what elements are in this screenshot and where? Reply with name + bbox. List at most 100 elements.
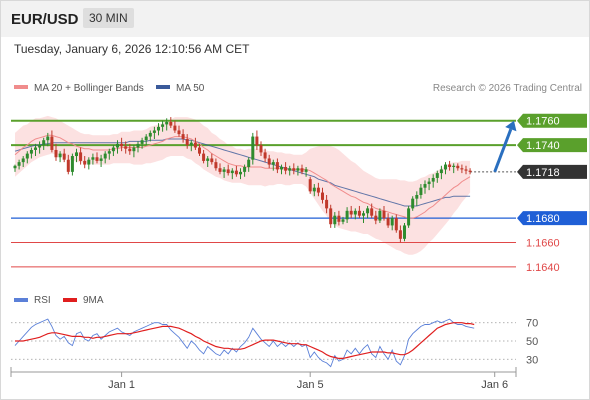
- candle-body: [349, 210, 353, 215]
- candle-body: [251, 136, 255, 160]
- candle-body: [99, 158, 103, 161]
- rsi-level-label: 30: [526, 354, 538, 366]
- candle-body: [185, 139, 189, 146]
- candle-body: [263, 152, 267, 159]
- pivot-tag-shape: [517, 211, 587, 226]
- candle-body: [79, 152, 83, 161]
- candle-body: [407, 208, 411, 226]
- candle-body: [157, 126, 160, 131]
- candle-body: [21, 158, 25, 163]
- candle-body: [431, 177, 435, 182]
- candle-body: [103, 153, 107, 159]
- candle-body: [304, 169, 308, 172]
- candle-body: [448, 164, 452, 167]
- candle-body: [17, 162, 21, 166]
- candle-body: [444, 164, 447, 170]
- candle-body: [259, 145, 263, 153]
- candle-body: [226, 169, 230, 174]
- candle-body: [42, 140, 46, 146]
- candle-body: [177, 130, 181, 135]
- ma50-legend-swatch: [156, 85, 170, 89]
- ma50-line: [14, 138, 471, 207]
- candle-body: [120, 143, 124, 147]
- candle-body: [255, 136, 259, 146]
- candle-body: [439, 169, 443, 174]
- candle-body: [357, 210, 361, 216]
- resistance-tag-shape: [517, 138, 587, 153]
- candle-body: [148, 132, 152, 137]
- candle-body: [13, 165, 17, 169]
- candle-body: [452, 165, 456, 167]
- resistance-tag-label: 1.1740: [526, 140, 560, 152]
- candle-body: [419, 187, 423, 195]
- candle-body: [230, 170, 234, 174]
- header-bar: EUR/USD 30 MIN: [1, 1, 589, 37]
- rsi-level-label: 50: [526, 336, 538, 348]
- candle-body: [468, 170, 472, 172]
- candle-body: [198, 147, 201, 154]
- candle-body: [124, 146, 128, 149]
- candle-body: [267, 158, 271, 165]
- resistance-tag-label: 1.1760: [526, 116, 560, 128]
- time-tick-label: Jan 1: [108, 379, 135, 391]
- candle-body: [427, 181, 431, 185]
- candle-body: [87, 159, 91, 165]
- candle-body: [46, 136, 50, 141]
- candle-body: [132, 147, 136, 152]
- candle-body: [222, 169, 226, 172]
- candle-body: [128, 148, 132, 152]
- candle-body: [271, 162, 275, 165]
- ma50-legend-label: MA 50: [176, 83, 205, 94]
- candle-body: [218, 168, 222, 172]
- candle-body: [239, 171, 242, 175]
- candle-body: [144, 136, 148, 141]
- candle-body: [345, 210, 349, 220]
- candle-body: [50, 136, 54, 150]
- candle-body: [296, 168, 300, 171]
- rsi-ma-legend-swatch: [63, 298, 77, 302]
- candle-body: [374, 215, 378, 221]
- candle-body: [411, 198, 415, 209]
- timestamp-text: Tuesday, January 6, 2026 12:10:56 AM CET: [14, 42, 250, 56]
- candle-body: [25, 153, 29, 159]
- rsi-level-label: 70: [526, 318, 538, 330]
- rsi-legend-label: RSI: [34, 295, 51, 306]
- candle-body: [181, 134, 185, 139]
- candle-body: [243, 167, 247, 172]
- projection-arrow-shaft: [493, 128, 513, 173]
- candle-body: [378, 210, 382, 221]
- candle-body: [165, 121, 169, 125]
- timeframe-button[interactable]: 30 MIN: [83, 8, 134, 28]
- candle-body: [366, 208, 370, 214]
- candle-body: [292, 168, 296, 171]
- candle-body: [275, 162, 279, 170]
- ma20-legend-swatch: [14, 85, 28, 89]
- candle-body: [161, 124, 165, 127]
- support-label: 1.1640: [526, 262, 560, 274]
- candle-body: [111, 147, 115, 152]
- candle-body: [70, 156, 74, 172]
- candle-body: [169, 121, 173, 126]
- candle-body: [95, 157, 99, 161]
- symbol-label: EUR/USD: [11, 11, 79, 28]
- candle-body: [353, 210, 357, 215]
- candle-body: [464, 169, 468, 171]
- candle-body: [308, 179, 312, 192]
- candle-body: [300, 168, 304, 172]
- candle-body: [206, 158, 210, 161]
- candle-body: [382, 210, 386, 219]
- candle-body: [62, 153, 66, 160]
- candle-body: [83, 160, 87, 165]
- ma20-legend-label: MA 20 + Bollinger Bands: [34, 83, 144, 94]
- candle-body: [403, 225, 406, 239]
- candle-body: [91, 157, 95, 160]
- candle-body: [460, 168, 464, 170]
- candle-body: [316, 187, 320, 193]
- candle-body: [38, 145, 42, 148]
- rsi-legend-swatch: [14, 298, 28, 302]
- candle-body: [280, 167, 283, 170]
- candle-body: [189, 142, 193, 146]
- candle-body: [66, 159, 70, 172]
- pivot-tag-label: 1.1680: [526, 213, 560, 225]
